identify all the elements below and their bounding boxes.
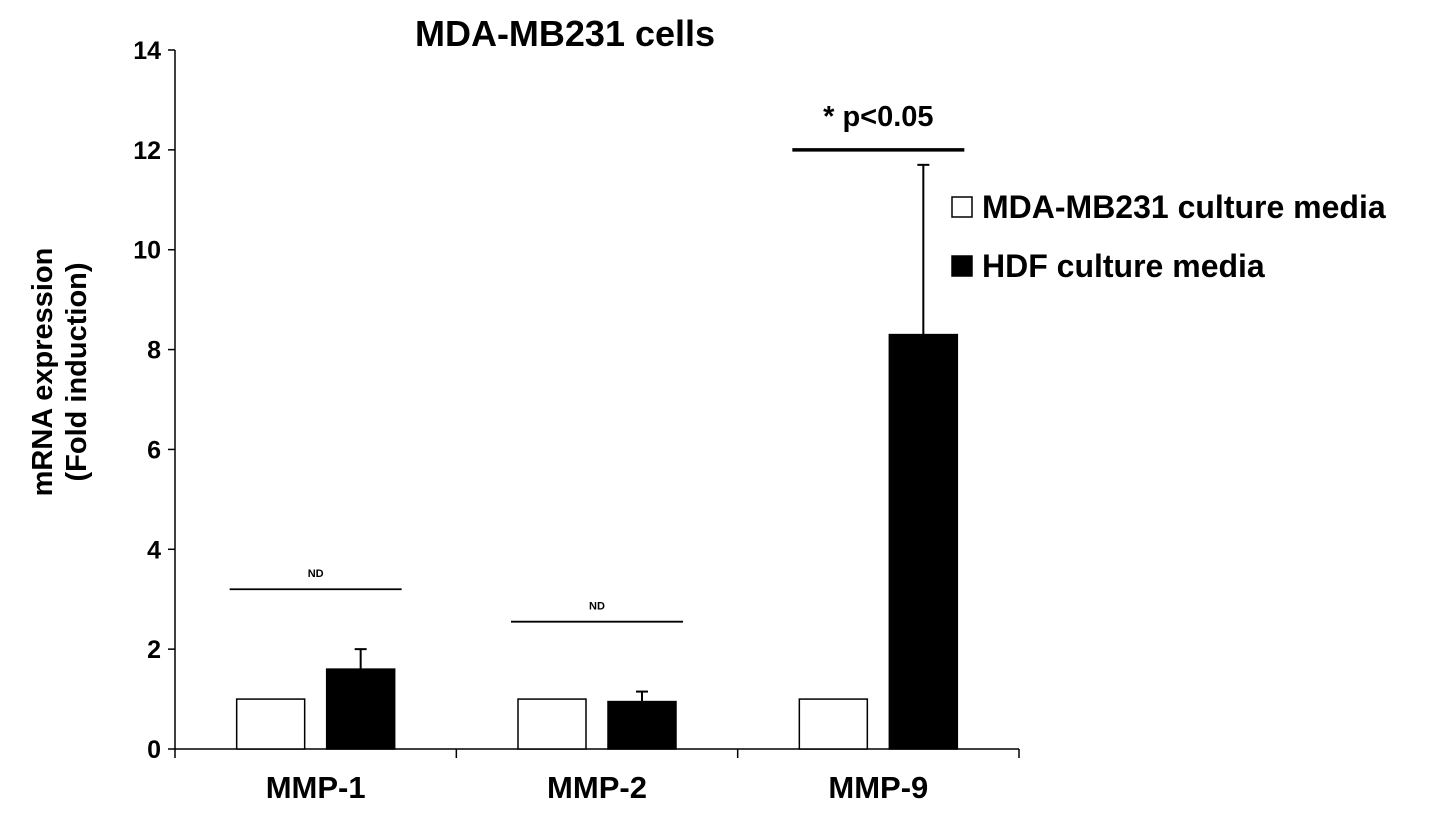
legend: MDA-MB231 culture media HDF culture medi… — [951, 189, 1386, 284]
y-tick-label: 8 — [147, 337, 161, 365]
x-tick-label: MMP-1 — [266, 770, 366, 805]
y-tick-label: 2 — [147, 636, 161, 664]
axes: 0 2 4 6 8 10 12 14 MMP-1 MMP-2 MMP-9 — [133, 37, 1020, 805]
y-tick-label: 0 — [147, 736, 161, 764]
chart-title: MDA-MB231 cells — [415, 13, 715, 54]
y-tick-label: 10 — [133, 237, 161, 265]
y-tick-label: 14 — [133, 37, 161, 65]
y-tick-label: 12 — [133, 137, 161, 165]
bar — [888, 333, 959, 750]
significance-label: * p<0.05 — [823, 101, 933, 133]
significance-annotations: ND ND * p<0.05 — [229, 101, 965, 623]
bar — [325, 668, 396, 750]
bars — [235, 163, 959, 750]
y-tick-label: 4 — [147, 536, 161, 564]
y-axis-label-line-2: (Fold induction) — [61, 262, 93, 481]
y-axis-label-line-1: mRNA expression — [27, 248, 59, 497]
y-axis-label: mRNA expression (Fold induction) — [27, 248, 93, 497]
legend-swatch-mda — [951, 196, 973, 218]
x-tick-label: MMP-2 — [547, 770, 647, 805]
bar — [517, 698, 587, 750]
bar — [235, 698, 306, 750]
significance-label: ND — [589, 601, 605, 613]
significance-label: ND — [308, 568, 324, 580]
x-tick-label: MMP-9 — [828, 770, 928, 805]
bar — [798, 698, 869, 750]
legend-label-hdf: HDF culture media — [982, 248, 1265, 284]
legend-label-mda: MDA-MB231 culture media — [982, 189, 1386, 225]
bar — [607, 700, 677, 750]
legend-swatch-hdf — [951, 255, 973, 277]
y-tick-label: 6 — [147, 436, 161, 464]
